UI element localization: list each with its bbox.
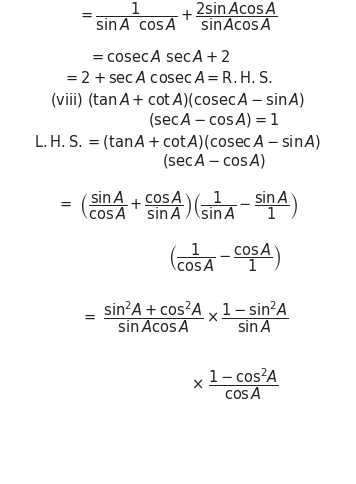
Text: $= \dfrac{1}{\sin A\ \ \cos A} + \dfrac{2\sin A\cos A}{\sin A\cos A}$: $= \dfrac{1}{\sin A\ \ \cos A} + \dfrac{… xyxy=(78,0,278,33)
Text: $=\ \left(\dfrac{\sin A}{\cos A}+\dfrac{\cos A}{\sin A}\right)\left(\dfrac{1}{\s: $=\ \left(\dfrac{\sin A}{\cos A}+\dfrac{… xyxy=(57,189,299,222)
Text: $= 2 + \sec A\ \mathrm{cosec}\,A = \mathrm{R.H.S.}$: $= 2 + \sec A\ \mathrm{cosec}\,A = \math… xyxy=(63,70,272,85)
Text: $(\sec A - \cos A)$: $(\sec A - \cos A)$ xyxy=(162,151,266,170)
Text: $= \mathrm{cosec}\,A\ \sec A + 2$: $= \mathrm{cosec}\,A\ \sec A + 2$ xyxy=(89,49,231,65)
Text: $\left(\dfrac{1}{\cos A}-\dfrac{\cos A}{1}\right)$: $\left(\dfrac{1}{\cos A}-\dfrac{\cos A}{… xyxy=(168,241,281,274)
Text: $=\ \dfrac{\sin^{2}\!A+\cos^{2}\!A}{\sin A\cos A}\times\dfrac{1-\sin^{2}\!A}{\si: $=\ \dfrac{\sin^{2}\!A+\cos^{2}\!A}{\sin… xyxy=(81,300,289,334)
Text: $(\mathrm{viii})\ (\tan A + \cot A)(\mathrm{cosec}\,A - \sin A)$: $(\mathrm{viii})\ (\tan A + \cot A)(\mat… xyxy=(51,91,305,109)
Text: $(\sec A - \cos A) = 1$: $(\sec A - \cos A) = 1$ xyxy=(148,110,279,129)
Text: $\mathrm{L.H.S.} = (\tan A + \cot A)(\mathrm{cosec}\,A - \sin A)$: $\mathrm{L.H.S.} = (\tan A + \cot A)(\ma… xyxy=(35,133,321,151)
Text: $\times\ \dfrac{1-\cos^{2}\!A}{\cos A}$: $\times\ \dfrac{1-\cos^{2}\!A}{\cos A}$ xyxy=(191,366,279,401)
